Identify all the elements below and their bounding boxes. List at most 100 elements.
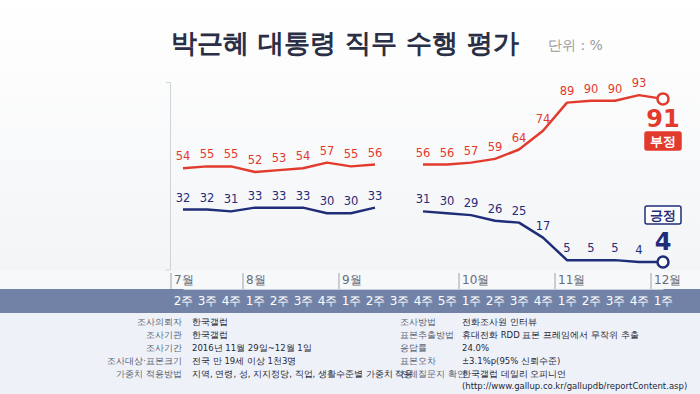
value-label: 26 [488, 202, 503, 216]
footer-value: 지역, 연령, 성, 지지정당, 직업, 생활수준별 가중치 적용 [192, 369, 413, 379]
month-label: 9월 [342, 273, 362, 287]
month-label: 10월 [462, 273, 489, 287]
y-axis-line [166, 83, 171, 271]
x-tick-label: 1주 [246, 294, 266, 308]
x-tick: 2주 [486, 289, 506, 308]
series-label: 부정 [650, 134, 676, 149]
value-label: 93 [632, 76, 647, 90]
month-divider [339, 273, 340, 289]
month-divider [243, 273, 244, 289]
footer-key: 조사대상·표본크기 [107, 356, 182, 366]
value-label: 54 [176, 149, 191, 163]
footer-value: 휴대전화 RDD 표본 프레임에서 무작위 추출 [462, 330, 639, 340]
x-tick-label: 1주 [558, 294, 578, 308]
footer-value: 한국갤럽 [192, 317, 228, 327]
month-label: 11월 [558, 273, 585, 287]
footer-value: 전화조사원 인터뷰 [462, 317, 537, 327]
y-axis [166, 83, 171, 271]
value-label: 52 [248, 153, 263, 167]
footer-key: 전체질문지 확인 [400, 369, 466, 379]
footer-value: 전국 만 19세 이상 1천3명 [192, 356, 296, 366]
value-label: 54 [296, 149, 311, 163]
value-label: 30 [344, 194, 359, 208]
x-tick-label: 4주 [414, 294, 434, 308]
x-tick: 1주 [558, 289, 578, 308]
footer-key: 표본추출방법 [400, 330, 454, 340]
x-tick: 5주 [438, 289, 458, 308]
x-tick: 3주 [510, 289, 530, 308]
footer-value: 24.0% [462, 343, 489, 353]
footer-key: 응답률 [400, 343, 427, 353]
footer-background [0, 313, 700, 394]
value-label: 5 [611, 241, 618, 255]
series-label: 긍정 [650, 208, 676, 223]
value-label: 53 [272, 151, 287, 165]
x-tick-label: 2주 [486, 294, 506, 308]
x-tick-label: 4주 [222, 294, 242, 308]
x-tick: 1주 [462, 289, 482, 308]
value-label: 30 [440, 194, 455, 208]
x-tick-label: 1주 [654, 294, 674, 308]
value-label: 90 [608, 82, 623, 96]
value-label: 32 [176, 191, 191, 205]
x-tick: 4주 [414, 289, 434, 308]
x-tick-label: 4주 [630, 294, 650, 308]
end-marker [658, 257, 669, 268]
x-tick: 2주 [174, 289, 194, 308]
footer-value: 한국갤럽 [192, 330, 228, 340]
x-tick: 4주 [630, 289, 650, 308]
value-label: 29 [464, 196, 479, 210]
value-label: 31 [416, 192, 431, 206]
x-axis: 2주3주4주1주2주3주4주1주2주3주4주5주1주2주3주4주1주2주3주4주… [174, 289, 674, 308]
x-tick: 1주 [246, 289, 266, 308]
x-tick-label: 5주 [438, 294, 458, 308]
chart-root: 박근혜 대통령 직무 수행 평가단위 : %7월8월9월10월11월12월2주3… [0, 0, 700, 394]
x-tick: 4주 [534, 289, 554, 308]
background [0, 0, 700, 394]
x-tick-label: 3주 [606, 294, 626, 308]
x-tick: 3주 [198, 289, 218, 308]
x-tick-label: 3주 [198, 294, 218, 308]
value-label: 90 [584, 82, 599, 96]
chart-svg: 박근혜 대통령 직무 수행 평가단위 : %7월8월9월10월11월12월2주3… [0, 0, 700, 394]
series-line [183, 95, 663, 172]
x-tick: 2주 [270, 289, 290, 308]
x-tick-label: 2주 [582, 294, 602, 308]
footer-key: 가중치 적용방법 [116, 369, 182, 379]
x-tick-label: 2주 [366, 294, 386, 308]
x-tick-label: 3주 [294, 294, 314, 308]
value-label: 55 [344, 147, 359, 161]
end-value-label: 4 [655, 228, 672, 256]
x-tick: 4주 [222, 289, 242, 308]
value-label: 59 [488, 140, 503, 154]
value-label: 57 [464, 144, 479, 158]
month-divider [459, 273, 460, 289]
month-strip [0, 271, 700, 289]
plot-area [183, 93, 669, 267]
x-tick-label: 3주 [390, 294, 410, 308]
series-line [183, 208, 663, 262]
value-label: 4 [635, 243, 642, 257]
value-label: 89 [560, 84, 575, 98]
series-label-box [645, 132, 681, 150]
subtitle: 단위 : % [548, 37, 603, 53]
value-label: 55 [224, 147, 239, 161]
value-label: 17 [536, 219, 551, 233]
value-label: 33 [296, 189, 311, 203]
x-tick-label: 3주 [510, 294, 530, 308]
value-label: 56 [440, 146, 455, 160]
series-label-box [645, 206, 681, 224]
month-label: 8월 [246, 273, 266, 287]
footer-value: 한국갤럽 데일리 오피니언 [462, 369, 566, 379]
footer-value: (http://www.gallup.co.kr/gallupdb/report… [462, 381, 687, 391]
title: 박근혜 대통령 직무 수행 평가 [171, 28, 519, 58]
week-bar [0, 289, 700, 313]
end-value-label: 91 [646, 105, 679, 133]
value-label: 5 [563, 241, 570, 255]
month-divider [555, 273, 556, 289]
value-label: 33 [368, 189, 383, 203]
value-label: 55 [200, 147, 215, 161]
x-tick: 2주 [366, 289, 386, 308]
value-label: 33 [248, 189, 263, 203]
x-tick-label: 2주 [270, 294, 290, 308]
